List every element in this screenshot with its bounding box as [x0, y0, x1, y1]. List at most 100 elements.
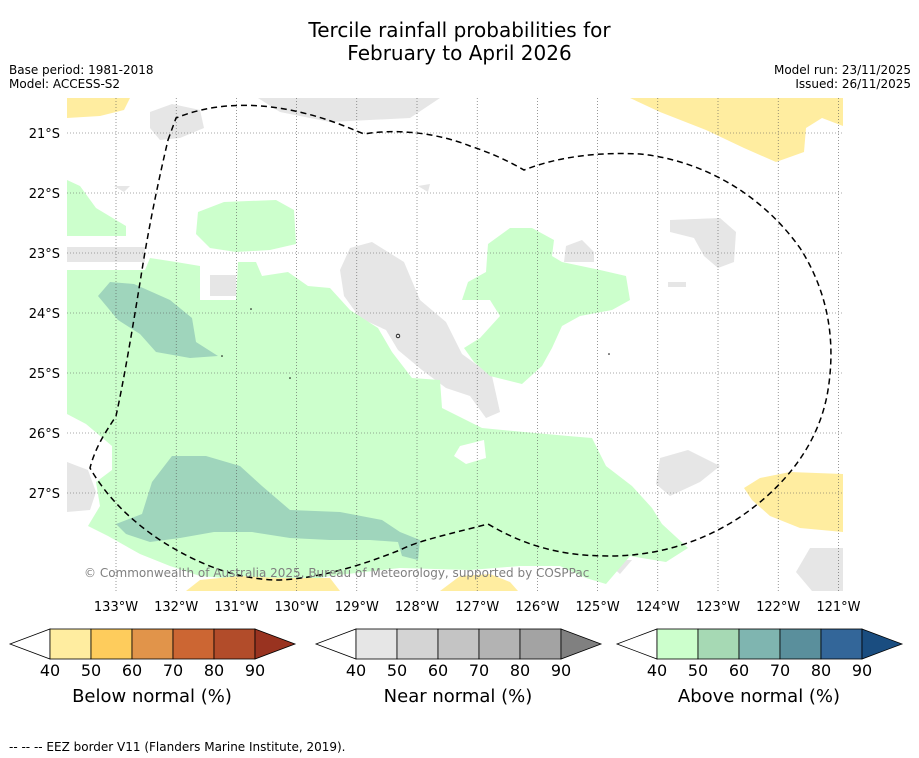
lat-label: 22°S — [29, 187, 60, 202]
colorbar-cell — [172, 628, 215, 660]
below-normal-region — [630, 98, 843, 162]
near-normal-region — [67, 462, 96, 512]
below-normal-region — [186, 576, 340, 591]
colorbar-tick-label: 80 — [204, 661, 224, 680]
colorbar-tick-label: 70 — [469, 661, 489, 680]
below-normal-colorbar-title: Below normal (%) — [72, 686, 232, 707]
model-name: Model: ACCESS-S2 — [9, 77, 121, 91]
lat-label: 24°S — [29, 307, 60, 322]
lat-label: 26°S — [29, 427, 60, 442]
lon-label: 130°W — [275, 600, 319, 615]
colorbar-cell — [355, 628, 398, 660]
lon-label: 128°W — [395, 600, 439, 615]
near-normal-region — [67, 247, 145, 262]
lat-label: 23°S — [29, 247, 60, 262]
lon-label: 125°W — [576, 600, 620, 615]
below-normal-colorbar: 40 50 60 70 80 90 — [8, 628, 297, 680]
title-line-2: February to April 2026 — [347, 41, 572, 65]
above-normal-strong-region — [116, 456, 420, 560]
lon-label: 124°W — [636, 600, 680, 615]
colorbar-tick-label: 40 — [647, 661, 667, 680]
title-line-1: Tercile rainfall probabilities for — [308, 18, 611, 42]
island-marker — [221, 355, 223, 357]
colorbar-cell — [478, 628, 521, 660]
below-normal-region — [744, 472, 843, 532]
colorbar-over-arrow — [560, 628, 603, 660]
colorbar-cell — [396, 628, 439, 660]
colorbar-tick-label: 40 — [40, 661, 60, 680]
map-plot-area: © Commonwealth of Australia 2025, Bureau… — [67, 98, 843, 591]
colorbar-tick-label: 80 — [811, 661, 831, 680]
copyright-text: © Commonwealth of Australia 2025, Bureau… — [84, 566, 589, 580]
gridlines — [67, 98, 843, 591]
issued-date: Issued: 26/11/2025 — [795, 77, 911, 91]
below-normal-region — [67, 98, 130, 118]
lat-label: 25°S — [29, 367, 60, 382]
near-normal-region — [418, 184, 430, 192]
lon-label: 129°W — [335, 600, 379, 615]
model-run: Model run: 23/11/2025 — [773, 63, 911, 77]
above-normal-region — [462, 228, 630, 384]
map-title: Tercile rainfall probabilities for Febru… — [0, 19, 919, 65]
colorbar-tick-label: 60 — [428, 661, 448, 680]
above-normal-region — [67, 180, 126, 236]
base-period: Base period: 1981-2018 — [9, 63, 154, 77]
colorbar-cell — [213, 628, 256, 660]
colorbar-tick-label: 90 — [245, 661, 265, 680]
meta-right: Model run: 23/11/2025 Issued: 26/11/2025 — [774, 63, 911, 91]
near-normal-region — [340, 242, 500, 418]
near-normal-region — [656, 450, 720, 496]
colorbar-tick-label: 50 — [387, 661, 407, 680]
colorbar-cell — [656, 628, 699, 660]
meta-left: Base period: 1981-2018 Model: ACCESS-S2 — [9, 63, 154, 91]
colorbar-tick-label: 70 — [770, 661, 790, 680]
eez-legend-note: -- -- -- EEZ border V11 (Flanders Marine… — [9, 740, 346, 754]
lon-label: 132°W — [154, 600, 198, 615]
near-normal-region — [258, 98, 440, 122]
above-normal-colorbar: 40 50 60 70 80 90 — [615, 628, 904, 680]
colorbar-tick-label: 70 — [163, 661, 183, 680]
colorbar-cell — [49, 628, 92, 660]
near-normal-region — [668, 282, 686, 287]
colorbar-cell — [820, 628, 863, 660]
lon-label: 131°W — [214, 600, 258, 615]
colorbar-tick-label: 60 — [122, 661, 142, 680]
longitude-labels: 133°W 132°W 131°W 130°W 129°W 128°W 127°W 126°W… — [94, 600, 861, 615]
lon-label: 133°W — [94, 600, 138, 615]
latitude-labels: 21°S 22°S 23°S 24°S 25°S 26°S 27°S — [29, 127, 60, 502]
island-marker — [395, 333, 401, 339]
colorbar-tick-label: 80 — [510, 661, 530, 680]
island-marker — [250, 308, 252, 310]
no-signal-area — [454, 440, 486, 464]
colorbar-tick-label: 60 — [729, 661, 749, 680]
lon-label: 122°W — [756, 600, 800, 615]
above-normal-colorbar-title: Above normal (%) — [677, 686, 841, 707]
above-normal-strong-region — [98, 282, 218, 358]
colorbar-over-arrow — [254, 628, 297, 660]
colorbar-cell — [519, 628, 562, 660]
lon-label: 126°W — [515, 600, 559, 615]
colorbar-tick-label: 50 — [81, 661, 101, 680]
colorbar-under-arrow — [314, 628, 357, 660]
lon-label: 121°W — [816, 600, 860, 615]
colorbar-cell — [738, 628, 781, 660]
colorbar-under-arrow — [8, 628, 51, 660]
colorbar-over-arrow — [861, 628, 904, 660]
colorbar-tick-label: 40 — [346, 661, 366, 680]
colorbar-cell — [779, 628, 822, 660]
below-normal-region — [440, 574, 518, 591]
colorbar-cell — [90, 628, 133, 660]
near-normal-colorbar-title: Near normal (%) — [383, 686, 533, 707]
colorbar-under-arrow — [615, 628, 658, 660]
colorbar-tick-label: 90 — [852, 661, 872, 680]
near-normal-region — [150, 104, 204, 140]
colorbar-tick-label: 50 — [688, 661, 708, 680]
eez-border — [89, 104, 832, 581]
near-normal-region — [210, 275, 236, 296]
near-normal-colorbar: 40 50 60 70 80 90 — [314, 628, 603, 680]
above-normal-region — [196, 200, 296, 252]
colorbar-cell — [131, 628, 174, 660]
lon-label: 123°W — [696, 600, 740, 615]
near-normal-region — [796, 548, 843, 591]
